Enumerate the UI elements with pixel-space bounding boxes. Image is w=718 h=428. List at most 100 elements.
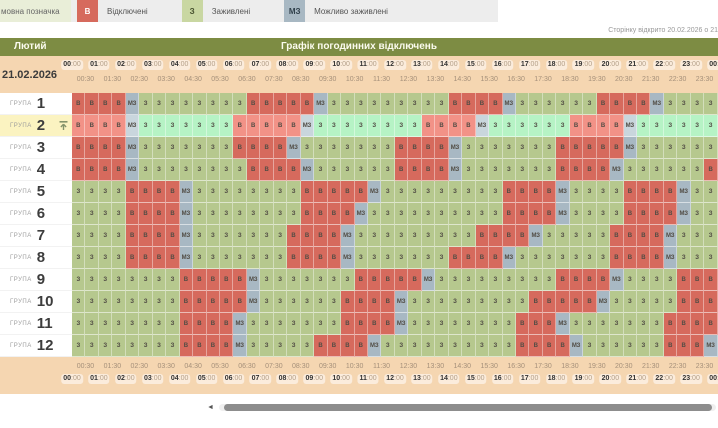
schedule-cell: З bbox=[623, 313, 638, 335]
group-label[interactable]: ГРУПА 2 bbox=[0, 115, 72, 137]
schedule-cell: З bbox=[489, 269, 503, 291]
schedule-cell: З bbox=[569, 247, 584, 269]
schedule-cell: З bbox=[260, 335, 274, 357]
schedule-cell: В bbox=[85, 115, 99, 137]
schedule-cell: В bbox=[448, 247, 463, 269]
half-hour-label: 19:30 bbox=[588, 363, 606, 370]
schedule-cell: З bbox=[85, 335, 99, 357]
schedule-cell: МЗ bbox=[448, 137, 463, 159]
schedule-cell: В bbox=[515, 225, 530, 247]
schedule-cell: З bbox=[367, 159, 382, 181]
half-hour-label: 17:30 bbox=[534, 363, 552, 370]
schedule-cell: В bbox=[556, 335, 570, 357]
group-label[interactable]: ГРУПА 4 bbox=[0, 159, 72, 181]
group-number: 11 bbox=[36, 315, 53, 332]
schedule-cell: МЗ bbox=[300, 115, 315, 137]
schedule-cell: МЗ bbox=[246, 291, 261, 313]
group-label[interactable]: ГРУПА 3 bbox=[0, 137, 72, 159]
schedule-cell: З bbox=[152, 137, 167, 159]
schedule-cell: З bbox=[246, 313, 261, 335]
schedule-cell: В bbox=[462, 93, 476, 115]
schedule-cell: МЗ bbox=[233, 313, 247, 335]
schedule-cell: В bbox=[287, 115, 301, 137]
schedule-cell: З bbox=[650, 335, 664, 357]
schedule-cell: В bbox=[610, 225, 624, 247]
group-label[interactable]: ГРУПА 11 bbox=[0, 313, 72, 335]
schedule-cell: З bbox=[408, 335, 422, 357]
group-label[interactable]: ГРУПА 12 bbox=[0, 335, 72, 357]
schedule-cell: З bbox=[219, 203, 234, 225]
schedule-cell: В bbox=[394, 137, 409, 159]
schedule-cell: В bbox=[98, 137, 113, 159]
schedule-cell: З bbox=[435, 247, 449, 269]
schedule-cell: З bbox=[206, 181, 220, 203]
group-number: 6 bbox=[36, 205, 46, 222]
group-label[interactable]: ГРУПА 1 bbox=[0, 93, 72, 115]
schedule-cell: З bbox=[610, 203, 624, 225]
schedule-cell: В bbox=[287, 159, 301, 181]
hour-label: 06:00 bbox=[222, 374, 245, 384]
schedule-cell: З bbox=[623, 335, 638, 357]
schedule-cell: МЗ bbox=[569, 335, 584, 357]
schedule-cell: З bbox=[663, 269, 678, 291]
group-label[interactable]: ГРУПА 7 bbox=[0, 225, 72, 247]
schedule-cell: В bbox=[556, 159, 570, 181]
schedule-cell: В bbox=[273, 93, 288, 115]
schedule-cell: В bbox=[206, 335, 220, 357]
schedule-cell: З bbox=[139, 115, 153, 137]
schedule-cell: З bbox=[273, 203, 288, 225]
schedule-cell: З bbox=[314, 291, 328, 313]
group-word: ГРУПА bbox=[10, 210, 32, 217]
schedule-cell: З bbox=[139, 93, 153, 115]
schedule-cell: В bbox=[98, 159, 113, 181]
group-label[interactable]: ГРУПА 5 bbox=[0, 181, 72, 203]
hour-label: 18:00 bbox=[545, 374, 568, 384]
group-label[interactable]: ГРУПА 8 bbox=[0, 247, 72, 269]
schedule-cell: З bbox=[502, 137, 516, 159]
legend-item-label: Заживлені bbox=[211, 6, 251, 16]
scroll-to-top-icon[interactable] bbox=[58, 120, 69, 131]
schedule-cell: В bbox=[233, 115, 247, 137]
schedule-cell: МЗ bbox=[502, 93, 516, 115]
schedule-cell: В bbox=[690, 291, 705, 313]
schedule-cell: В bbox=[663, 203, 678, 225]
schedule-cell: В bbox=[287, 93, 301, 115]
scrollbar-left-arrow[interactable]: ◄ bbox=[207, 404, 214, 411]
schedule-cell: З bbox=[690, 203, 705, 225]
schedule-cell: В bbox=[569, 115, 584, 137]
scrollbar-thumb[interactable] bbox=[224, 404, 712, 411]
schedule-row: ГРУПА 5 З З З З В В В В МЗ З З З З З З З З В В В В В МЗ З З З З З З З З З… bbox=[0, 181, 718, 203]
schedule-cell: З bbox=[166, 93, 180, 115]
group-schedule-cells: З З З З В В В В МЗ З З З З З З З В В В В МЗ З З З З З З З З З В В В В МЗ З З… bbox=[72, 225, 718, 247]
schedule-cell: З bbox=[542, 247, 557, 269]
group-schedule-cells: З З З З З З З З В В В В В МЗ З З З З З З З В В В В В МЗ З З З З З З З З З В В… bbox=[72, 269, 718, 291]
group-label[interactable]: ГРУПА 6 bbox=[0, 203, 72, 225]
schedule-cell: З bbox=[246, 247, 261, 269]
schedule-cell: З bbox=[556, 225, 570, 247]
schedule-cell: З bbox=[448, 225, 463, 247]
schedule-cell: З bbox=[273, 181, 288, 203]
schedule-cell: В bbox=[704, 313, 718, 335]
schedule-cell: З bbox=[152, 313, 167, 335]
group-label[interactable]: ГРУПА 9 bbox=[0, 269, 72, 291]
schedule-cell: В bbox=[193, 313, 207, 335]
schedule-cell: З bbox=[206, 137, 220, 159]
schedule-cell: З bbox=[85, 225, 99, 247]
schedule-cell: З bbox=[529, 93, 543, 115]
group-schedule-cells: В В В В МЗ З З З З З З З В В В В В МЗ З З З З З З З З В В В В МЗ З З З З З З… bbox=[72, 115, 718, 137]
hour-label: 04:00 bbox=[168, 60, 191, 70]
schedule-cell: З bbox=[408, 93, 422, 115]
date-label: 21.02.2026 bbox=[2, 69, 58, 81]
schedule-row: ГРУПА 11 З З З З З З З З В В В В МЗ З З З З З З З В В В В МЗ З З З З З З… bbox=[0, 313, 718, 335]
schedule-cell: З bbox=[314, 313, 328, 335]
schedule-cell: З bbox=[435, 291, 449, 313]
schedule-cell: В bbox=[125, 203, 140, 225]
schedule-cell: З bbox=[677, 159, 691, 181]
schedule-cell: В bbox=[300, 247, 315, 269]
schedule-cell: З bbox=[677, 247, 691, 269]
schedule-cell: В bbox=[529, 203, 543, 225]
schedule-cell: В bbox=[300, 225, 315, 247]
schedule-cell: МЗ bbox=[650, 93, 664, 115]
schedule-cell: З bbox=[193, 115, 207, 137]
group-label[interactable]: ГРУПА 10 bbox=[0, 291, 72, 313]
